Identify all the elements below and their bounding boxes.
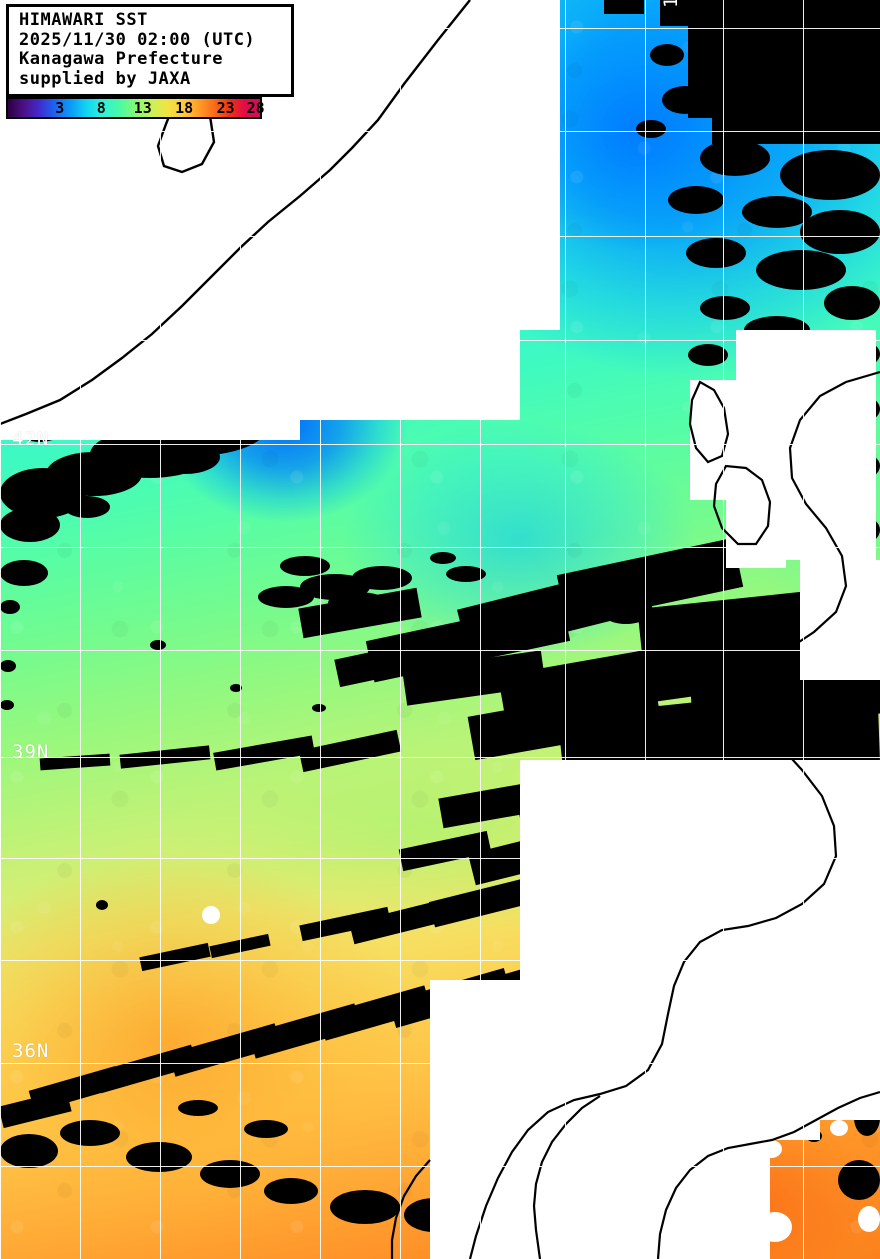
longitude-gridline <box>565 0 566 1259</box>
longitude-gridline <box>80 0 81 1259</box>
product-title: HIMAWARI SST <box>19 10 148 30</box>
lon-label-138e: 138E <box>660 0 682 8</box>
latitude-gridline <box>0 340 880 341</box>
colorbar-tick-23: 23 <box>216 99 235 117</box>
sst-colorbar: 3 8 13 18 23 28 <box>6 97 265 119</box>
latitude-gridline <box>0 131 880 132</box>
longitude-gridline <box>0 0 1 1259</box>
longitude-gridline <box>803 0 804 1259</box>
lat-label-39n: 39N <box>12 741 50 763</box>
longitude-gridline <box>400 0 401 1259</box>
latitude-gridline <box>0 547 880 548</box>
longitude-gridline <box>645 0 646 1259</box>
longitude-gridline <box>723 0 724 1259</box>
colorbar-tick-3: 3 <box>55 99 65 117</box>
longitude-gridline <box>240 0 241 1259</box>
latitude-gridline <box>0 28 880 29</box>
longitude-gridline <box>160 0 161 1259</box>
longitude-gridline <box>480 0 481 1259</box>
colorbar-tick-13: 13 <box>133 99 152 117</box>
lat-label-36n: 36N <box>12 1040 50 1062</box>
latitude-gridline <box>0 960 880 961</box>
longitude-gridline <box>320 0 321 1259</box>
latitude-gridline <box>0 444 880 445</box>
colorbar-tick-28: 28 <box>246 99 265 117</box>
product-datetime: 2025/11/30 02:00 (UTC) <box>19 29 256 50</box>
colorbar-tick-18: 18 <box>175 99 194 117</box>
latitude-gridline <box>0 757 880 758</box>
lat-label-42n: 42N <box>12 428 50 450</box>
colorbar-tick-8: 8 <box>96 99 106 117</box>
product-info-box: HIMAWARI SST 2025/11/30 02:00 (UTC) Kana… <box>6 4 294 97</box>
latitude-gridline <box>0 650 880 651</box>
latitude-gridline <box>0 1063 880 1064</box>
latitude-gridline <box>0 858 880 859</box>
product-credit: supplied by JAXA <box>19 68 191 89</box>
product-region: Kanagawa Prefecture <box>19 49 223 69</box>
latitude-gridline <box>0 236 880 237</box>
latitude-gridline <box>0 1166 880 1167</box>
